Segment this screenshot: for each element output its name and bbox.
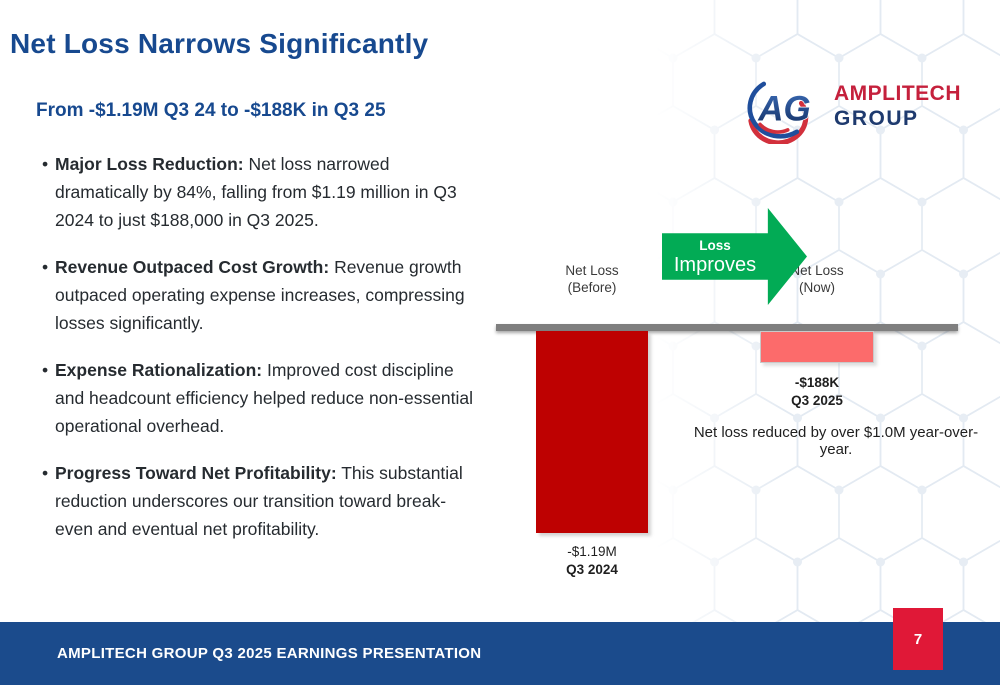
- bullet-item: Expense Rationalization: Improved cost d…: [42, 356, 474, 440]
- improvement-arrow-label: Loss Improves: [662, 208, 768, 305]
- bullet-text: Net loss narrowed dramatically by 84%, f…: [55, 154, 457, 230]
- label-line: (Now): [799, 280, 835, 295]
- label-line: (Before): [567, 280, 617, 295]
- label-line: Net Loss: [790, 263, 844, 278]
- bar-category: Q3 2024: [566, 562, 618, 577]
- footer-bar: AMPLITECH GROUP Q3 2025 EARNINGS PRESENT…: [0, 622, 1000, 685]
- bar-value: -$1.19M: [567, 544, 617, 559]
- page-title: Net Loss Narrows Significantly: [10, 28, 429, 59]
- logo-monogram: AG: [757, 90, 810, 129]
- chart-zero-baseline: [496, 324, 958, 331]
- page-number-badge: 7: [893, 608, 943, 670]
- bar-value: -$188K: [794, 375, 840, 390]
- bar-q3-2025: [760, 331, 874, 363]
- page-number: 7: [913, 630, 923, 648]
- bar-category: Q3 2025: [791, 393, 843, 408]
- arrow-label-line2: Improves: [673, 254, 757, 276]
- value-label-q3-2024: -$1.19M Q3 2024: [532, 543, 652, 579]
- footer-text: AMPLITECH GROUP Q3 2025 EARNINGS PRESENT…: [57, 645, 482, 662]
- arrow-label-line1: Loss: [699, 238, 731, 253]
- logo-swoosh-icon: AG: [747, 81, 811, 144]
- chart-note: Net loss reduced by over $1.0M year-over…: [693, 424, 979, 458]
- bullet-list: Major Loss Reduction: Net loss narrowed …: [42, 150, 474, 562]
- label-line: Net Loss: [565, 263, 619, 278]
- value-label-q3-2025: -$188K Q3 2025: [757, 374, 877, 410]
- bullet-text: Improved cost discipline and headcount e…: [55, 360, 474, 436]
- bullet-text: This substantial reduction underscores o…: [55, 463, 463, 539]
- chart-column-label-now: Net Loss (Now): [757, 262, 877, 296]
- bullet-lead: Major Loss Reduction:: [55, 154, 244, 174]
- chart-column-label-before: Net Loss (Before): [532, 262, 652, 296]
- bullet-text: Revenue growth outpaced operating expens…: [55, 257, 465, 333]
- bullet-item: Major Loss Reduction: Net loss narrowed …: [42, 150, 474, 234]
- logo-text: AMPLITECH GROUP: [834, 83, 961, 129]
- bullet-lead: Expense Rationalization:: [55, 360, 263, 380]
- bullet-lead: Revenue Outpaced Cost Growth:: [55, 257, 330, 277]
- company-logo: AG AMPLITECH GROUP: [738, 68, 961, 144]
- bullet-item: Revenue Outpaced Cost Growth: Revenue gr…: [42, 253, 474, 337]
- net-loss-bar-chart: Net Loss (Before) Net Loss (Now) Loss Im…: [490, 200, 995, 595]
- page-subtitle: From -$1.19M Q3 24 to -$188K in Q3 25: [36, 100, 386, 121]
- logo-name-line2: GROUP: [834, 107, 919, 130]
- bar-q3-2024: [536, 331, 648, 533]
- bullet-lead: Progress Toward Net Profitability:: [55, 463, 337, 483]
- logo-name-line1: AMPLITECH: [834, 82, 961, 105]
- bullet-item: Progress Toward Net Profitability: This …: [42, 459, 474, 543]
